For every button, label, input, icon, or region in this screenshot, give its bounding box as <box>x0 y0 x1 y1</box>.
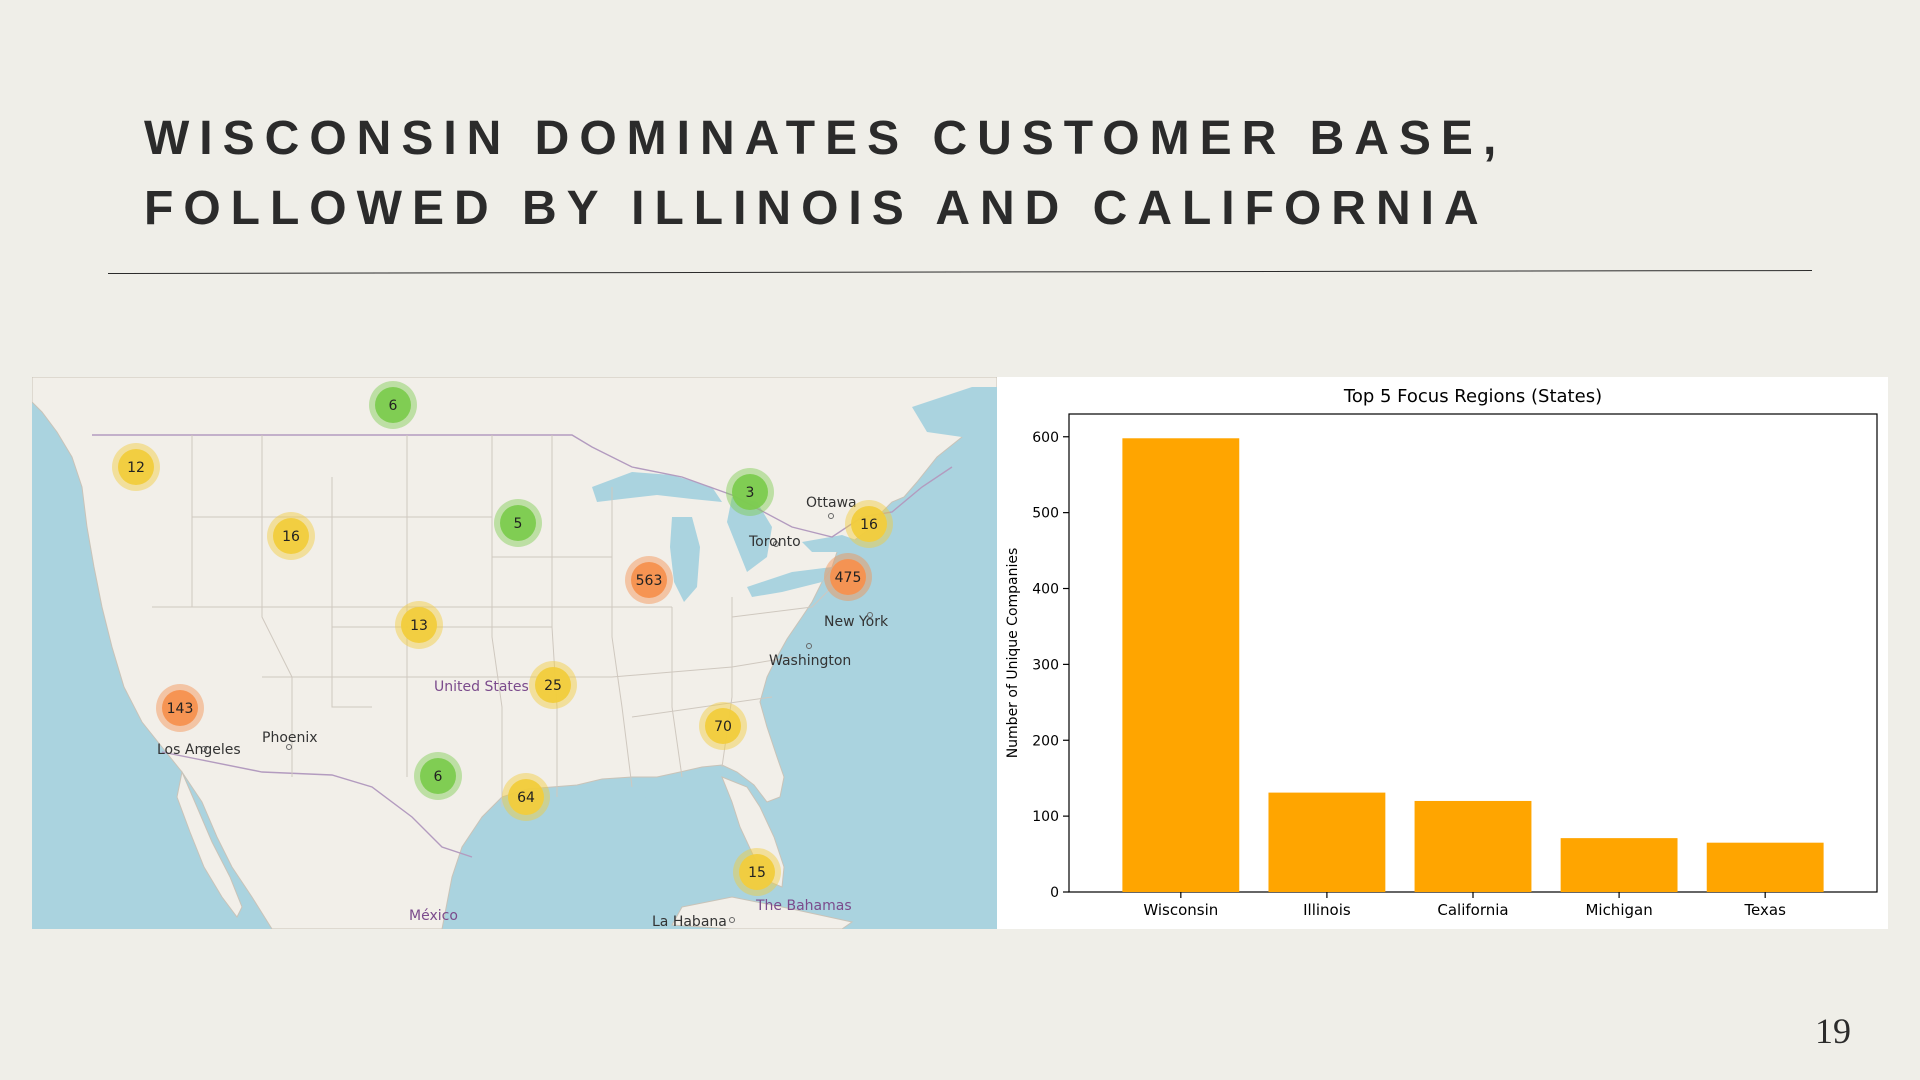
y-tick-label: 400 <box>1032 582 1059 598</box>
cluster-marker[interactable]: 16 <box>845 500 893 548</box>
cluster-markers: 6 12 16 5 3 16 563 475 13 25 143 70 6 64 15 <box>112 381 893 896</box>
bar-illinois <box>1268 792 1386 892</box>
cluster-count: 13 <box>410 618 428 634</box>
y-tick-label: 100 <box>1032 809 1059 825</box>
cluster-core <box>118 449 154 485</box>
label-mexico: México <box>409 908 458 924</box>
cluster-marker[interactable]: 143 <box>156 684 204 732</box>
mexico-border <box>161 751 473 858</box>
cluster-count: 475 <box>835 570 862 586</box>
cluster-core <box>401 607 437 643</box>
cluster-core <box>162 690 198 726</box>
cluster-count: 6 <box>434 769 443 785</box>
slide-title-line-2: FOLLOWED BY ILLINOIS AND CALIFORNIA <box>144 182 1489 235</box>
cluster-count: 64 <box>517 790 535 806</box>
bar-michigan <box>1560 838 1678 892</box>
label-toronto: Toronto <box>748 534 801 550</box>
customer-cluster-map[interactable]: Ottawa Toronto New York Washington Unite… <box>32 377 997 929</box>
label-phoenix: Phoenix <box>262 730 318 746</box>
lake-michigan <box>670 517 700 602</box>
y-tick-label: 200 <box>1032 733 1059 749</box>
cluster-count: 3 <box>746 485 755 501</box>
cluster-count: 5 <box>514 516 523 532</box>
y-tick-label: 0 <box>1050 885 1059 901</box>
cluster-core <box>273 518 309 554</box>
label-the-bahamas: The Bahamas <box>755 898 852 914</box>
cluster-count: 12 <box>127 460 145 476</box>
cluster-marker[interactable]: 25 <box>529 661 577 709</box>
cluster-marker[interactable]: 16 <box>267 512 315 560</box>
cluster-count: 563 <box>636 573 663 589</box>
cluster-count: 70 <box>714 719 732 735</box>
cluster-core <box>732 474 768 510</box>
cluster-core <box>631 562 667 598</box>
lake-huron <box>727 497 772 572</box>
cluster-marker[interactable]: 12 <box>112 443 160 491</box>
cluster-count: 15 <box>748 865 766 881</box>
hudson-bay-edge <box>912 387 997 437</box>
cluster-core <box>705 708 741 744</box>
x-tick-label: Wisconsin <box>1143 901 1218 919</box>
cluster-marker[interactable]: 563 <box>625 556 673 604</box>
cluster-marker[interactable]: 3 <box>726 468 774 516</box>
x-tick-label: California <box>1437 901 1508 919</box>
label-united-states: United States <box>434 679 529 695</box>
state-borders <box>152 435 833 807</box>
cluster-marker[interactable]: 6 <box>414 752 462 800</box>
cluster-count: 6 <box>389 398 398 414</box>
x-tick-label: Texas <box>1743 901 1786 919</box>
cluster-core <box>739 854 775 890</box>
lake-superior <box>592 472 722 502</box>
cluster-marker[interactable]: 70 <box>699 702 747 750</box>
bar-wisconsin <box>1122 438 1240 892</box>
lake-erie <box>747 567 832 597</box>
label-la-habana: La Habana <box>652 914 727 929</box>
y-axis-label: Number of Unique Companies <box>1005 548 1021 759</box>
title-divider <box>107 270 1812 274</box>
bar-california <box>1414 800 1532 892</box>
bar-chart-panel: Top 5 Focus Regions (States) 0 100 200 300 40… <box>997 377 1888 929</box>
gulf-of-mexico <box>452 797 777 929</box>
cluster-core <box>830 559 866 595</box>
cluster-core <box>375 387 411 423</box>
cluster-marker[interactable]: 475 <box>824 553 872 601</box>
lake-ontario <box>802 535 862 552</box>
cluster-count: 25 <box>544 678 562 694</box>
baja-peninsula <box>176 770 243 918</box>
page-number: 19 <box>1815 1011 1851 1051</box>
label-ottawa: Ottawa <box>806 495 857 511</box>
label-new-york: New York <box>824 614 889 630</box>
cluster-marker[interactable]: 13 <box>395 601 443 649</box>
cluster-core <box>851 506 887 542</box>
bar-chart-svg: Top 5 Focus Regions (States) 0 100 200 300 40… <box>1005 386 1878 919</box>
chart-title: Top 5 Focus Regions (States) <box>1343 386 1602 407</box>
y-tick-label: 600 <box>1032 430 1059 446</box>
cluster-count: 143 <box>167 701 194 717</box>
bar-texas <box>1706 842 1824 892</box>
slide-title: WISCONSIN DOMINATES CUSTOMER BASE, FOLLO… <box>144 104 1506 244</box>
cuba-island <box>671 896 854 929</box>
cluster-core <box>535 667 571 703</box>
cluster-marker[interactable]: 5 <box>494 499 542 547</box>
cluster-core <box>500 505 536 541</box>
x-tick-label: Illinois <box>1303 901 1351 919</box>
slide-title-line-1: WISCONSIN DOMINATES CUSTOMER BASE, <box>144 112 1507 165</box>
cluster-count: 16 <box>282 529 300 545</box>
cluster-core <box>508 779 544 815</box>
y-tick-label: 300 <box>1032 657 1059 673</box>
cluster-count: 16 <box>860 517 878 533</box>
cluster-marker[interactable]: 64 <box>502 773 550 821</box>
map-svg: Ottawa Toronto New York Washington Unite… <box>32 377 997 929</box>
label-los-angeles: Los Angeles <box>157 742 241 758</box>
x-tick-label: Michigan <box>1585 901 1652 919</box>
label-washington: Washington <box>769 653 851 669</box>
city-markers <box>201 513 873 923</box>
cluster-marker[interactable]: 15 <box>733 848 781 896</box>
canada-border <box>92 434 953 538</box>
y-tick-label: 500 <box>1032 506 1059 522</box>
cluster-marker[interactable]: 6 <box>369 381 417 429</box>
cluster-core <box>420 758 456 794</box>
